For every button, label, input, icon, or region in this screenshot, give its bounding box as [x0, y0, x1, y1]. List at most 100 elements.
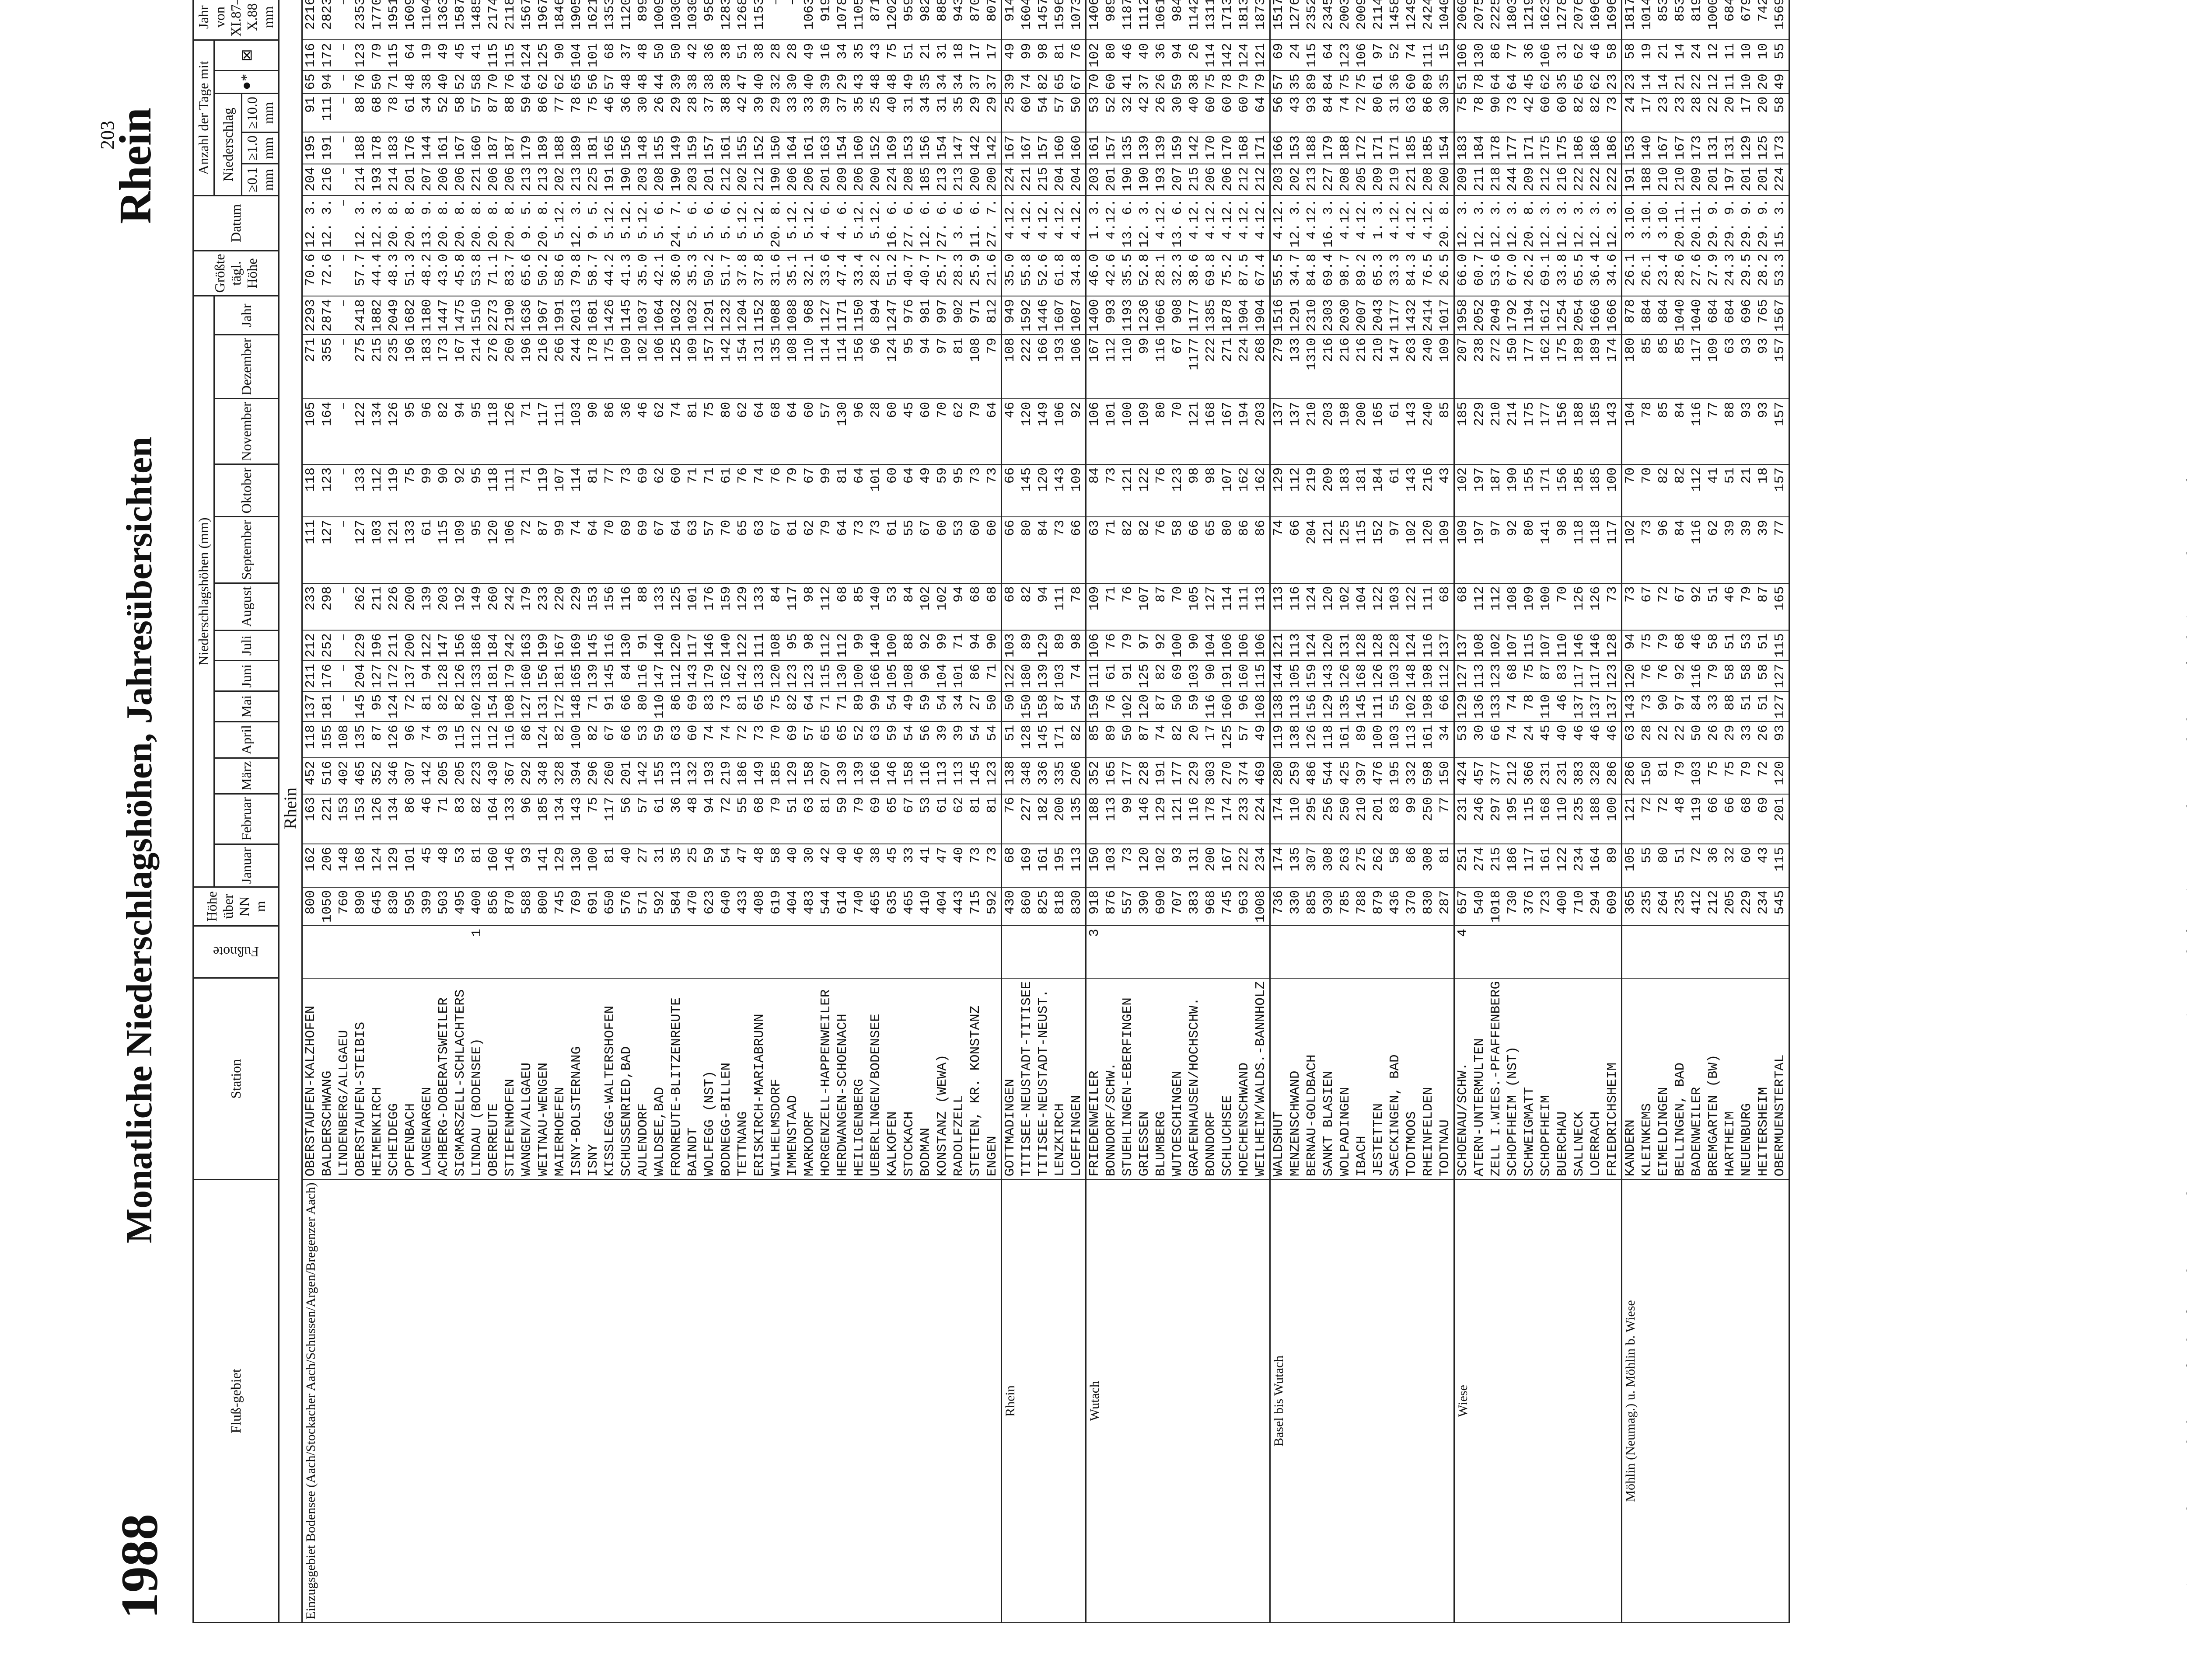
month-value: 122	[1370, 583, 1387, 631]
rain-days: 187	[486, 132, 502, 164]
month-value: 189	[1588, 335, 1604, 399]
month-value: 98	[1069, 630, 1086, 661]
month-value: 127	[369, 660, 386, 691]
max-daily: 38.6	[1186, 251, 1203, 296]
month-value: 1087	[1069, 296, 1086, 335]
month-value: 94	[702, 794, 718, 844]
rain-days: 183	[1454, 132, 1471, 164]
month-value: 112	[1689, 464, 1705, 517]
flussgebiet-cell	[1689, 1179, 1705, 1623]
rain-days: 90	[1488, 93, 1505, 132]
month-value: 1792	[1505, 296, 1521, 335]
month-value: 106	[502, 516, 519, 583]
month-value: 121	[1321, 516, 1337, 583]
station-name: LINDAU (BODENSEE)	[469, 978, 486, 1180]
month-value: 200	[402, 630, 419, 661]
month-value: 147	[436, 630, 452, 661]
month-value: 184	[486, 630, 502, 661]
month-value: 20	[1186, 721, 1203, 758]
month-value: 86	[402, 794, 419, 844]
month-value: 71	[585, 691, 602, 722]
month-value: 103	[569, 398, 585, 464]
max-daily: 37.8	[735, 251, 751, 296]
month-value: 145	[1035, 721, 1052, 758]
hydro-year: 1105	[851, 0, 868, 40]
max-daily: 42.6	[1103, 251, 1120, 296]
max-daily: 27.6	[1689, 251, 1705, 296]
flussgebiet-cell	[436, 1179, 452, 1623]
elevation: 408	[751, 887, 768, 926]
hydro-year: 1187	[1120, 0, 1136, 40]
snowcover-days: 172	[319, 40, 336, 71]
table-row: WILHELMSDORF 619 58 79 185 70 75 120 108 84 67 76 68…	[768, 0, 785, 1623]
col-jahr-von: Jahr von XI.87–X.88 mm	[193, 0, 279, 40]
month-value: 70	[718, 516, 735, 583]
month-value: 79	[768, 794, 785, 844]
month-value: 133	[751, 660, 768, 691]
elevation: 1018	[1488, 887, 1505, 926]
month-value: 185	[1588, 464, 1604, 517]
max-date: 20. 8.	[436, 195, 452, 251]
month-value: 79	[818, 516, 835, 583]
month-value: 211	[302, 660, 319, 691]
hydro-year: 1283	[718, 0, 735, 40]
rain-days: 28	[1689, 93, 1705, 132]
month-value: 186	[1505, 844, 1521, 887]
month-value: 140	[652, 630, 668, 661]
flussgebiet-cell	[519, 1179, 535, 1623]
snow-days: 39	[668, 70, 685, 94]
month-value: 229	[1471, 398, 1488, 464]
rain-days: 190	[768, 164, 785, 196]
rain-days: 161	[718, 132, 735, 164]
month-value: 68	[1739, 794, 1755, 844]
month-value: 129	[735, 583, 751, 631]
month-value: 67	[602, 721, 618, 758]
month-value: 160	[519, 660, 535, 691]
hydro-year: 1567	[519, 0, 535, 40]
flussgebiet-cell	[1103, 1179, 1120, 1623]
month-value: 171	[1052, 721, 1069, 758]
month-value: 121	[1621, 794, 1639, 844]
month-value: 143	[1321, 660, 1337, 691]
snowcover-days: 124	[1236, 40, 1253, 71]
rain-days: 206	[785, 164, 801, 196]
elevation: 876	[1103, 887, 1120, 926]
month-value: 684	[1722, 296, 1739, 335]
rain-days: 82	[1571, 93, 1588, 132]
elevation: 430	[1001, 887, 1019, 926]
month-value: 173	[436, 335, 452, 399]
hydro-year: 1517	[1270, 0, 1287, 40]
max-daily: 65.3	[1370, 251, 1387, 296]
rain-days: 170	[1203, 132, 1219, 164]
month-value: 110	[1555, 630, 1571, 661]
month-value: 64	[751, 398, 768, 464]
month-value: 61	[652, 794, 668, 844]
month-value: 95	[785, 630, 801, 661]
month-value: 116	[1153, 335, 1170, 399]
month-value: 58	[1387, 844, 1404, 887]
month-value: 71	[1103, 583, 1120, 631]
max-daily: 26.2	[1521, 251, 1538, 296]
month-value: 186	[735, 758, 751, 794]
month-value: 143	[1052, 464, 1069, 517]
rain-days: 26	[1153, 93, 1170, 132]
rain-days: 202	[735, 164, 751, 196]
max-date: 4.12.	[1219, 195, 1236, 251]
month-value: 120	[486, 516, 502, 583]
month-value: 116	[1689, 516, 1705, 583]
max-daily: 66.0	[1454, 251, 1471, 296]
month-value: 145	[585, 630, 602, 661]
month-value: 87	[535, 516, 552, 583]
station-name: MENZENSCHWAND	[1287, 978, 1304, 1180]
footnote-ref	[768, 926, 785, 978]
snowcover-days: 24	[1689, 40, 1705, 71]
snow-days: 78	[1471, 70, 1488, 94]
max-date: 12. 3.	[1505, 195, 1521, 251]
flussgebiet-cell	[1656, 1179, 1672, 1623]
snow-days: 89	[1304, 70, 1321, 94]
flussgebiet-cell	[386, 1179, 402, 1623]
rain-days: 188	[552, 132, 569, 164]
month-value: 73	[1621, 583, 1639, 631]
flussgebiet-cell	[1304, 1179, 1321, 1623]
max-date: 5. 6.	[702, 195, 718, 251]
